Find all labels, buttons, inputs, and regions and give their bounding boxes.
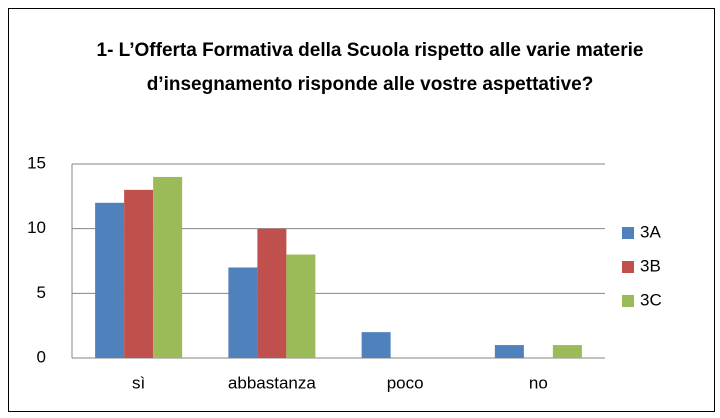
x-tick-label: abbastanza xyxy=(228,373,316,392)
x-tick-label: sì xyxy=(132,373,145,392)
bar xyxy=(95,202,125,358)
bar xyxy=(286,254,316,358)
legend-label: 3C xyxy=(640,290,662,309)
y-tick-label: 15 xyxy=(27,153,46,172)
bar xyxy=(361,332,391,358)
x-tick-label: poco xyxy=(387,373,424,392)
bar xyxy=(257,228,287,358)
legend-swatch xyxy=(622,227,634,239)
bar xyxy=(124,189,154,358)
y-tick-label: 5 xyxy=(37,283,46,302)
y-tick-label: 0 xyxy=(37,347,46,366)
legend-swatch xyxy=(622,261,634,273)
legend-label: 3A xyxy=(640,222,661,241)
x-tick-label: no xyxy=(529,373,548,392)
bar xyxy=(228,267,258,358)
legend-label: 3B xyxy=(640,256,661,275)
bar xyxy=(552,345,582,358)
legend-swatch xyxy=(622,295,634,307)
y-tick-label: 10 xyxy=(27,218,46,237)
bar xyxy=(494,345,524,358)
chart-title: 1- L’Offerta Formativa della Scuola risp… xyxy=(96,40,644,95)
bar xyxy=(153,176,183,358)
